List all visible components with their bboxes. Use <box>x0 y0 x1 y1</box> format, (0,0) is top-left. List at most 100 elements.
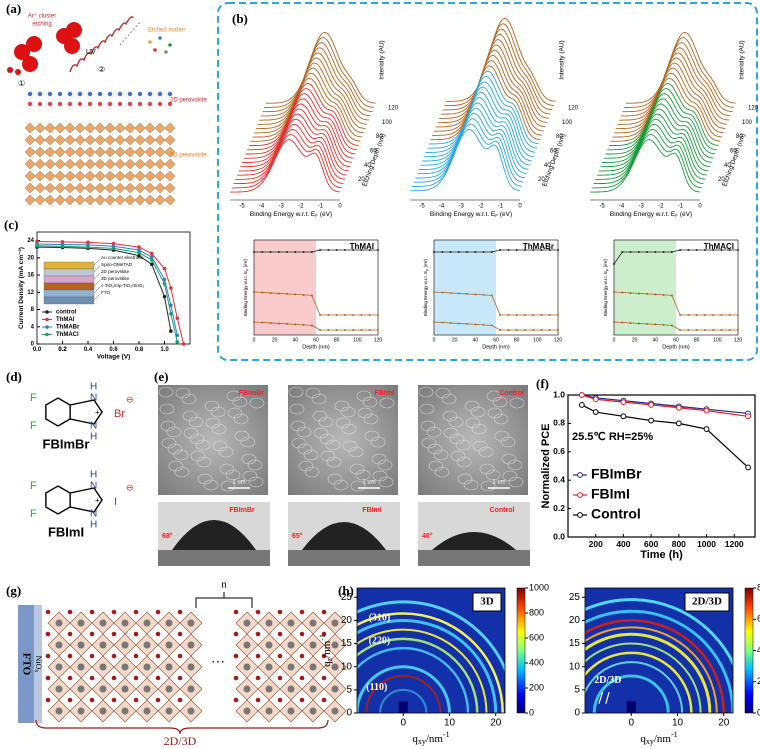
octahedron <box>114 194 126 206</box>
scale-label: 1 um <box>232 480 245 486</box>
marker <box>592 396 599 403</box>
grain <box>370 436 386 448</box>
2d-atom <box>27 101 33 107</box>
ring <box>357 665 451 713</box>
colorbar-tick-label: 0 <box>757 707 760 717</box>
a-site <box>143 707 151 715</box>
grain <box>204 400 220 412</box>
grain <box>362 396 378 408</box>
x-tick-label: 10 <box>444 718 456 729</box>
octahedron <box>64 146 76 158</box>
colorbar <box>516 587 526 714</box>
grain <box>379 397 395 409</box>
cluster <box>7 67 13 73</box>
label: /nm <box>426 733 444 745</box>
etched-dot <box>158 36 162 40</box>
2d-atom <box>27 91 33 97</box>
grain <box>348 446 364 458</box>
octahedron <box>24 170 36 182</box>
inset-label: c-TiO₂/mp-TiO₂/SnO₂ <box>101 283 145 288</box>
atom <box>177 697 183 703</box>
grain <box>471 423 487 435</box>
grain <box>175 387 191 399</box>
grain <box>291 437 307 449</box>
grain <box>190 450 206 462</box>
depth-tick-label: 120 <box>748 106 759 112</box>
label: q <box>640 733 646 745</box>
marker <box>162 277 167 282</box>
grain <box>464 400 480 412</box>
sample-name: FBImI <box>362 507 382 514</box>
octahedron <box>44 122 56 134</box>
grain <box>433 449 449 461</box>
grain <box>494 430 510 442</box>
y-tick-label: 0 <box>574 708 580 719</box>
atom <box>299 653 305 659</box>
depth-tick-label: 100 <box>742 120 753 126</box>
grain <box>303 449 319 461</box>
y-tick-label: 5 <box>346 684 352 695</box>
y-tick-label: 0.4 <box>553 474 565 484</box>
marker <box>578 392 585 398</box>
octahedron <box>34 194 46 206</box>
a-site <box>143 685 151 693</box>
a-site <box>187 619 195 627</box>
x-tick-label: 200 <box>589 539 603 549</box>
depth-axis-label: Etching Depth (nm) <box>361 133 387 188</box>
panel-label: (f) <box>536 376 549 391</box>
colorbar-tick-label: 400 <box>529 657 544 667</box>
intensity-axis-label: Intensity (AU) <box>379 40 386 79</box>
x-tick-label: 1.0 <box>160 347 169 353</box>
ring <box>45 397 71 427</box>
grain <box>492 396 508 408</box>
atom <box>111 609 117 615</box>
octahedron <box>64 170 76 182</box>
grain <box>479 463 495 475</box>
grain <box>443 427 459 439</box>
grain <box>426 426 442 438</box>
grain <box>234 430 250 442</box>
grain <box>335 417 351 429</box>
legend-label: ThMABr <box>56 325 80 331</box>
octahedron <box>104 158 116 170</box>
marker <box>137 250 141 255</box>
octahedron <box>54 146 66 158</box>
sem-image <box>288 385 398 495</box>
a-site <box>331 641 339 649</box>
y-tick-label: 0.6 <box>553 446 565 456</box>
octahedron <box>84 182 96 194</box>
grain <box>485 469 501 481</box>
atom <box>45 609 51 615</box>
octahedron <box>84 122 96 134</box>
atom <box>89 653 95 659</box>
octahedron <box>144 122 156 134</box>
grain <box>318 416 334 428</box>
label: q <box>321 661 333 667</box>
grain <box>434 466 450 478</box>
atom: F <box>30 420 37 432</box>
grain <box>210 406 226 418</box>
atom <box>277 675 283 681</box>
grain <box>240 436 256 448</box>
2d-atom <box>37 101 43 107</box>
a-site <box>99 641 107 649</box>
label: F <box>425 269 429 271</box>
device-layer <box>43 296 95 305</box>
legend-marker <box>577 492 583 498</box>
grain <box>456 456 472 468</box>
a-site <box>77 663 85 671</box>
octahedron <box>124 194 136 206</box>
octahedron <box>74 182 86 194</box>
a-site <box>77 707 85 715</box>
a-site <box>265 707 273 715</box>
2d-atom <box>97 91 103 97</box>
plot-frame <box>613 239 739 336</box>
atom: H <box>90 470 97 481</box>
a-site <box>99 663 107 671</box>
grain <box>508 476 524 488</box>
label: Binding Energy w.r.t. E <box>610 211 676 218</box>
x-axis-label: Binding Energy w.r.t. EF (eV) <box>610 211 692 218</box>
2d-atom <box>167 101 173 107</box>
grain <box>188 416 204 428</box>
line <box>581 394 749 415</box>
